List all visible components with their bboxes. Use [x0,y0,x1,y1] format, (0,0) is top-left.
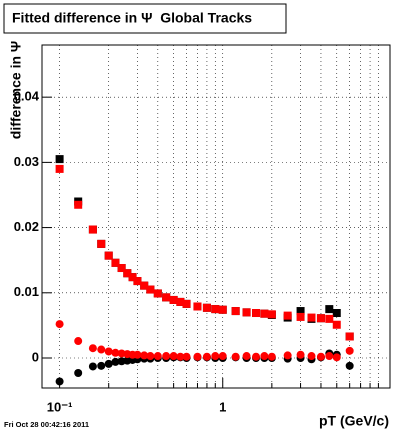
marker [97,361,106,370]
marker [260,352,269,361]
marker [345,361,354,370]
marker [117,264,126,273]
y-axis-label: difference in Ψ [8,41,24,139]
y-tick-label: 0.04 [14,89,40,104]
marker [74,200,83,209]
marker [88,225,97,234]
marker [260,309,269,318]
marker [267,352,276,361]
marker [325,352,334,361]
marker [252,352,261,361]
marker [218,305,227,314]
x-axis-label: pT (GeV/c) [319,413,389,429]
y-tick-label: 0.03 [14,154,39,169]
marker [283,311,292,320]
marker [88,362,97,371]
marker [283,351,292,360]
footer: Fri Oct 28 00:42:16 2011 [4,420,89,429]
marker [97,239,106,248]
marker [296,312,305,321]
marker [111,348,120,357]
marker [231,352,240,361]
y-tick-label: 0 [32,349,39,364]
marker [169,352,178,361]
marker [104,359,113,368]
marker [182,352,191,361]
marker [202,352,211,361]
marker [140,351,149,360]
marker [133,350,142,359]
marker [176,297,185,306]
marker [111,258,120,267]
marker [332,320,341,329]
marker [55,320,64,329]
marker [211,352,220,361]
chart-title: Fitted difference in Ψ Global Tracks [12,10,252,26]
marker [74,337,83,346]
marker [193,302,202,311]
marker [104,347,113,356]
marker [153,352,162,361]
marker [296,350,305,359]
marker [332,353,341,362]
marker [267,310,276,319]
marker [55,164,64,173]
marker [88,344,97,353]
marker [182,299,191,308]
marker [307,313,316,322]
marker [316,314,325,323]
y-tick-label: 0.02 [14,219,39,234]
marker [307,352,316,361]
marker [325,305,334,314]
marker [211,305,220,314]
y-tick-label: 0.01 [14,284,39,299]
marker [146,352,155,361]
marker [97,345,106,354]
marker [218,352,227,361]
marker [55,155,64,164]
marker [162,293,171,302]
marker [74,369,83,378]
marker [123,269,132,278]
marker [176,352,185,361]
marker [162,352,171,361]
marker [345,332,354,341]
marker [133,277,142,286]
marker [316,352,325,361]
marker [202,303,211,312]
marker [332,309,341,318]
marker [128,273,137,282]
marker [111,357,120,366]
marker [140,281,149,290]
marker [153,289,162,298]
x-tick-label: 1 [219,399,226,414]
marker [242,352,251,361]
marker [146,285,155,294]
marker [104,251,113,260]
marker [242,308,251,317]
title-box [3,3,287,34]
marker [252,309,261,318]
marker [325,314,334,323]
marker [345,346,354,355]
marker [55,377,64,386]
marker [193,352,202,361]
marker [231,307,240,316]
x-tick-label: 10⁻¹ [47,399,73,414]
plot-frame [41,44,391,389]
marker [169,295,178,304]
marker [296,307,305,316]
